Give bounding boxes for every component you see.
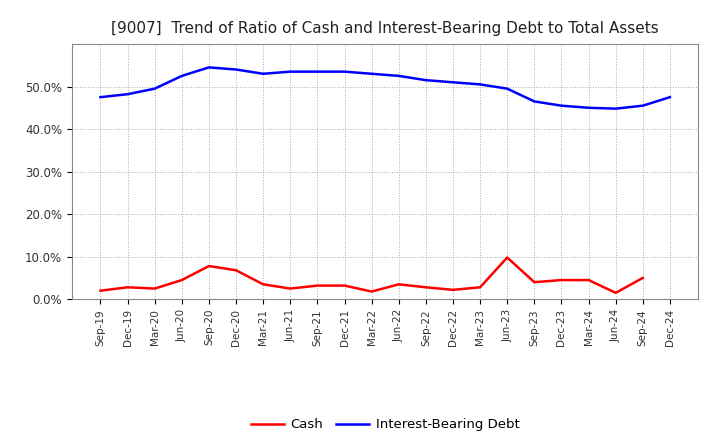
Interest-Bearing Debt: [557, 103, 566, 108]
Cash: [286, 286, 294, 291]
Interest-Bearing Debt: [341, 69, 349, 74]
Interest-Bearing Debt: [259, 71, 268, 77]
Interest-Bearing Debt: [232, 67, 240, 72]
Interest-Bearing Debt: [395, 73, 403, 78]
Interest-Bearing Debt: [96, 95, 105, 100]
Cash: [584, 278, 593, 283]
Line: Cash: Cash: [101, 257, 643, 293]
Line: Interest-Bearing Debt: Interest-Bearing Debt: [101, 67, 670, 109]
Cash: [204, 264, 213, 269]
Cash: [503, 255, 511, 260]
Cash: [150, 286, 159, 291]
Interest-Bearing Debt: [178, 73, 186, 78]
Cash: [341, 283, 349, 288]
Cash: [395, 282, 403, 287]
Interest-Bearing Debt: [313, 69, 322, 74]
Cash: [530, 279, 539, 285]
Interest-Bearing Debt: [367, 71, 376, 77]
Cash: [232, 268, 240, 273]
Interest-Bearing Debt: [639, 103, 647, 108]
Cash: [639, 275, 647, 281]
Interest-Bearing Debt: [503, 86, 511, 92]
Cash: [259, 282, 268, 287]
Interest-Bearing Debt: [530, 99, 539, 104]
Cash: [611, 290, 620, 296]
Cash: [449, 287, 457, 293]
Cash: [96, 288, 105, 293]
Legend: Cash, Interest-Bearing Debt: Cash, Interest-Bearing Debt: [246, 413, 525, 436]
Cash: [178, 278, 186, 283]
Interest-Bearing Debt: [611, 106, 620, 111]
Title: [9007]  Trend of Ratio of Cash and Interest-Bearing Debt to Total Assets: [9007] Trend of Ratio of Cash and Intere…: [112, 21, 659, 36]
Interest-Bearing Debt: [204, 65, 213, 70]
Cash: [476, 285, 485, 290]
Cash: [123, 285, 132, 290]
Interest-Bearing Debt: [421, 77, 430, 83]
Interest-Bearing Debt: [123, 92, 132, 97]
Cash: [313, 283, 322, 288]
Interest-Bearing Debt: [665, 95, 674, 100]
Cash: [421, 285, 430, 290]
Interest-Bearing Debt: [584, 105, 593, 110]
Cash: [557, 278, 566, 283]
Interest-Bearing Debt: [476, 82, 485, 87]
Interest-Bearing Debt: [150, 86, 159, 92]
Interest-Bearing Debt: [449, 80, 457, 85]
Cash: [367, 289, 376, 294]
Interest-Bearing Debt: [286, 69, 294, 74]
